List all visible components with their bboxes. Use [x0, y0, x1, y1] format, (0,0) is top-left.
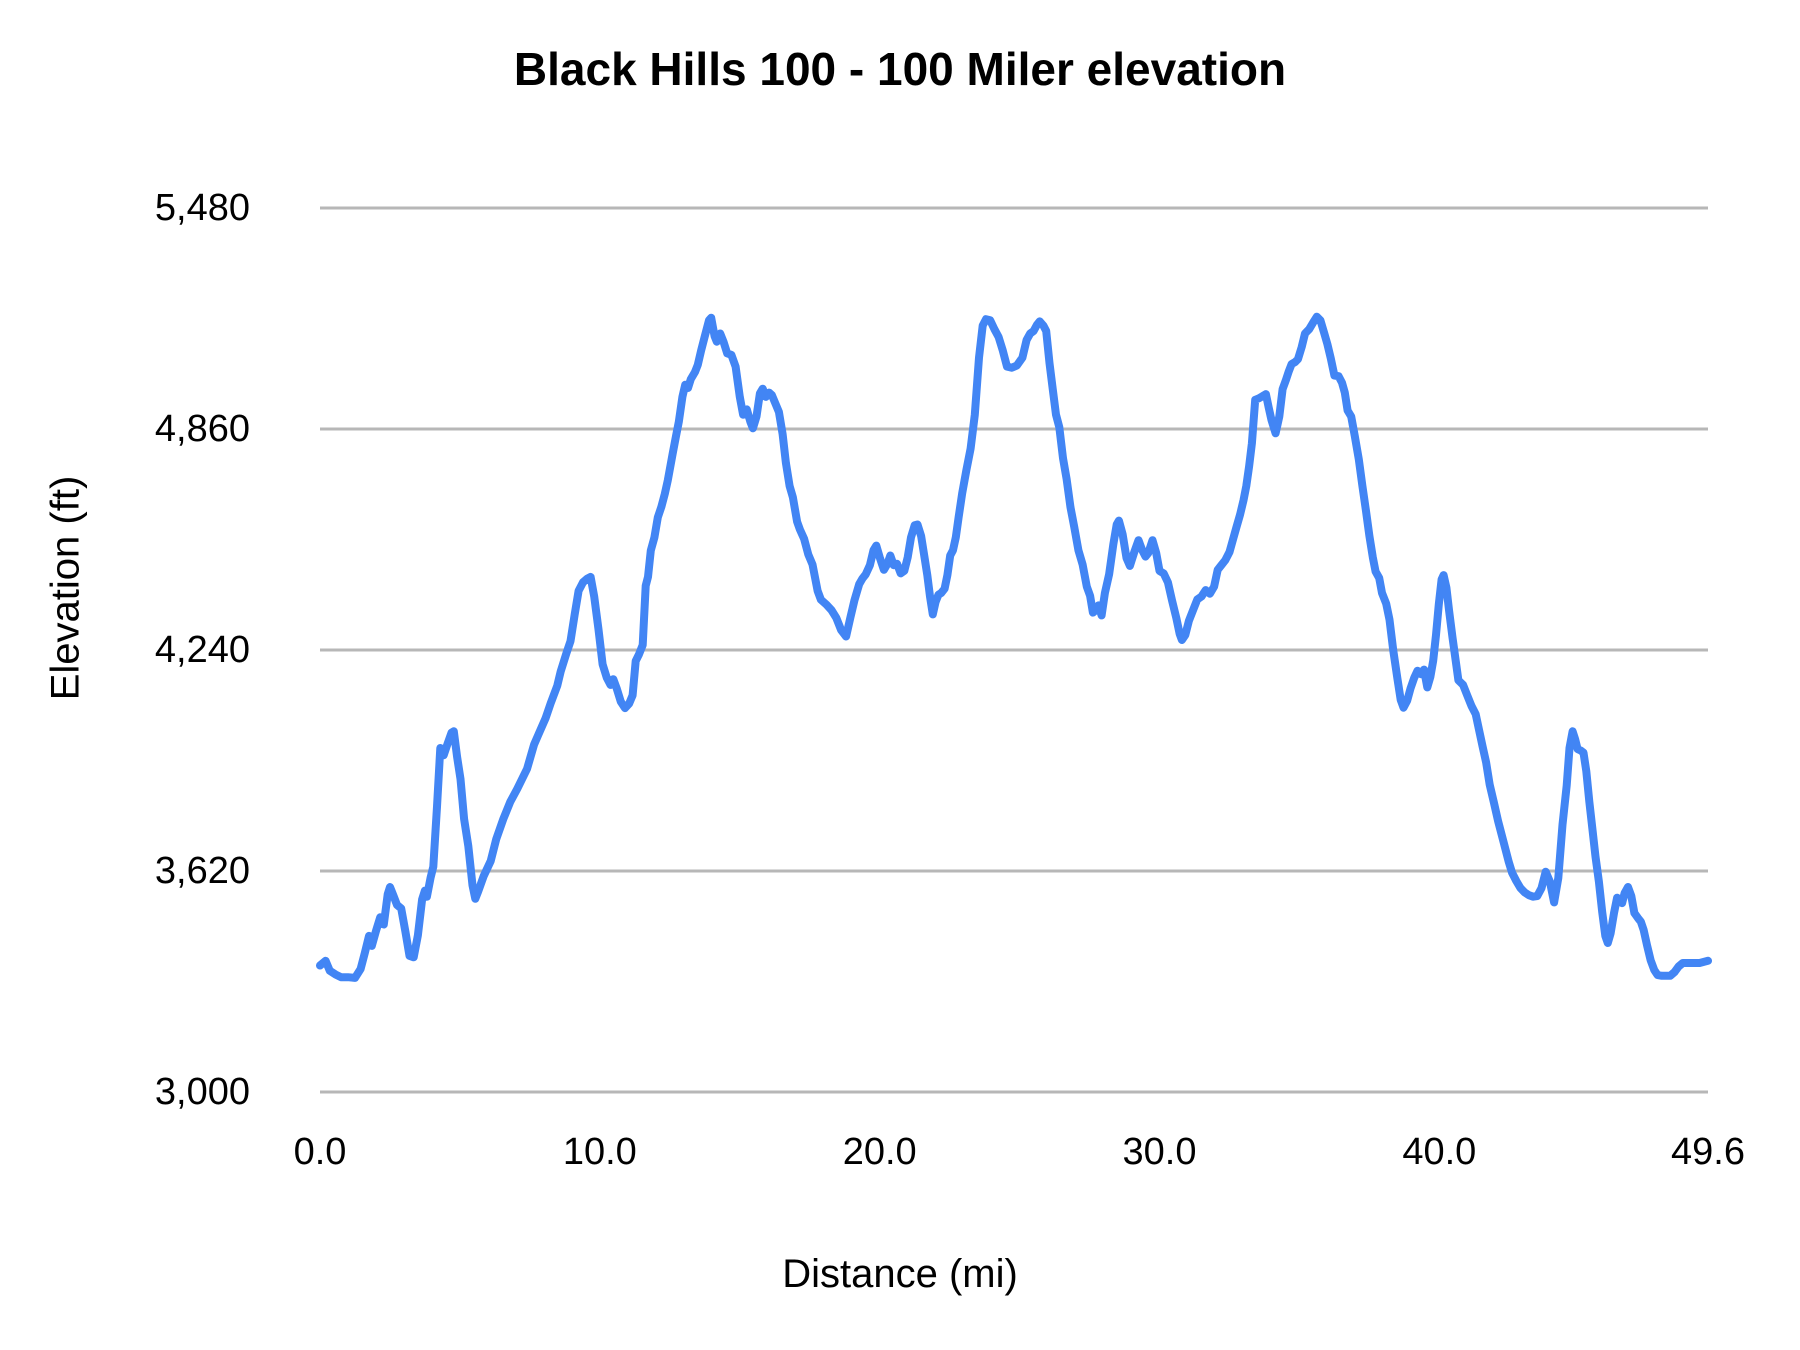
x-tick-label: 30.0 [1122, 1131, 1197, 1173]
gridlines [320, 206, 1708, 1094]
y-tick-label: 5,480 [154, 187, 250, 229]
x-tick-label: 40.0 [1402, 1131, 1477, 1173]
y-tick-label: 3,000 [154, 1071, 250, 1113]
x-tick-label: 10.0 [562, 1131, 637, 1173]
x-tick-label: 49.6 [1671, 1131, 1745, 1173]
x-tick-label: 0.0 [293, 1131, 347, 1173]
x-tick-label: 20.0 [842, 1131, 917, 1173]
x-axis-title: Distance (mi) [782, 1252, 1018, 1296]
elevation-line-series [316, 312, 1712, 982]
y-tick-label: 4,240 [154, 629, 250, 671]
y-tick-label: 3,620 [154, 850, 250, 892]
y-tick-label: 4,860 [154, 408, 250, 450]
y-axis-title: Elevation (ft) [43, 475, 88, 701]
chart-title: Black Hills 100 - 100 Miler elevation [513, 43, 1287, 95]
